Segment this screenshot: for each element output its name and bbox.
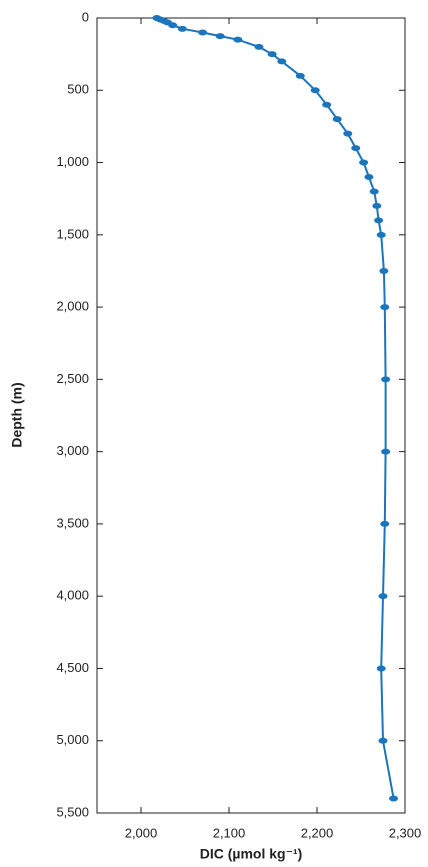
- data-point: [376, 665, 386, 672]
- data-point: [369, 188, 379, 195]
- y-tick-label: 4,000: [56, 588, 89, 603]
- x-tick-label: 2,100: [213, 825, 246, 840]
- data-point: [332, 116, 342, 123]
- data-point: [233, 36, 243, 43]
- y-tick-label: 2,500: [56, 371, 89, 386]
- data-point: [168, 22, 178, 29]
- data-point: [380, 520, 390, 527]
- data-point: [359, 159, 369, 166]
- data-point: [215, 33, 225, 40]
- data-point: [254, 43, 264, 50]
- data-point: [310, 87, 320, 94]
- data-point: [364, 174, 374, 180]
- x-tick-label: 2,000: [125, 825, 158, 840]
- y-tick-label: 2,000: [56, 299, 89, 314]
- data-point: [378, 593, 388, 600]
- y-tick-label: 4,500: [56, 660, 89, 675]
- x-tick-label: 2,300: [389, 825, 422, 840]
- profile-line: [156, 17, 395, 799]
- x-tick-label: 2,200: [301, 825, 334, 840]
- y-tick-label: 3,500: [56, 515, 89, 530]
- data-point: [381, 448, 391, 455]
- y-tick-label: 0: [82, 9, 89, 24]
- data-point: [343, 130, 353, 137]
- data-point: [376, 231, 386, 238]
- data-point: [381, 376, 391, 383]
- y-tick-label: 5,500: [56, 804, 89, 819]
- plot-frame: [96, 17, 406, 814]
- data-point: [198, 29, 208, 36]
- data-point: [380, 304, 390, 311]
- data-point: [295, 72, 305, 79]
- y-tick-label: 1,000: [56, 154, 89, 169]
- y-tick-label: 5,000: [56, 732, 89, 747]
- data-point: [322, 101, 332, 108]
- y-tick-label: 1,500: [56, 226, 89, 241]
- data-point: [351, 145, 361, 152]
- data-point: [379, 267, 389, 274]
- data-point: [267, 51, 277, 58]
- y-tick-label: 3,000: [56, 443, 89, 458]
- data-point: [372, 202, 382, 209]
- y-tick-label: 500: [67, 82, 89, 97]
- x-axis-title: DIC (µmol kg⁻¹): [200, 846, 303, 862]
- data-point: [277, 58, 287, 65]
- data-point: [374, 217, 384, 224]
- data-point: [177, 25, 187, 32]
- y-axis-title: Depth (m): [9, 382, 25, 447]
- data-point: [389, 795, 399, 802]
- data-point: [378, 737, 388, 744]
